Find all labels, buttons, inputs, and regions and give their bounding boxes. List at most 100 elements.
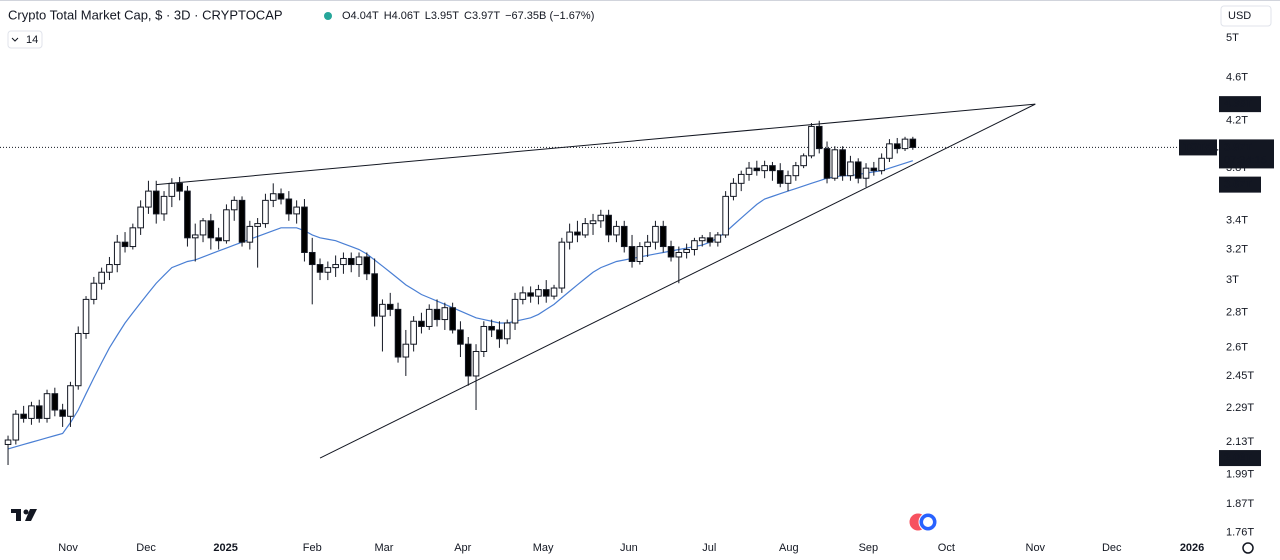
candle-body bbox=[98, 271, 105, 284]
indicators-toggle[interactable] bbox=[7, 30, 43, 49]
candle-body bbox=[558, 241, 566, 289]
candle-body bbox=[402, 343, 410, 358]
y-tick-label: 3T bbox=[1226, 274, 1239, 286]
x-tick-label: Jun bbox=[620, 542, 638, 554]
candle-body bbox=[581, 223, 589, 236]
candle-body bbox=[262, 199, 269, 225]
candle-body bbox=[605, 214, 612, 236]
candle-body bbox=[644, 241, 651, 248]
candle-body bbox=[316, 264, 324, 273]
candle-body bbox=[620, 225, 628, 248]
y-tick-label: 1.76T bbox=[1226, 526, 1254, 538]
settings-icon[interactable] bbox=[1242, 542, 1254, 554]
candle-body bbox=[815, 125, 823, 150]
candle-body bbox=[137, 206, 144, 229]
candle-body bbox=[675, 251, 683, 258]
candle-body bbox=[121, 241, 129, 248]
candle-body bbox=[464, 343, 472, 377]
x-tick-label: Sep bbox=[859, 542, 879, 554]
logo-part bbox=[25, 509, 37, 521]
price-label: 2.06T bbox=[1224, 452, 1252, 464]
candle-body bbox=[67, 385, 74, 417]
ohlc-value: O4.04T bbox=[342, 10, 379, 22]
candle-body bbox=[480, 325, 488, 352]
candle-body bbox=[199, 220, 207, 236]
x-tick-label: Feb bbox=[303, 542, 322, 554]
event-icon[interactable] bbox=[908, 512, 938, 532]
candle-body bbox=[457, 329, 464, 345]
x-tick-label: Dec bbox=[1102, 542, 1122, 554]
price-label-box bbox=[1219, 96, 1261, 113]
candle-body bbox=[324, 267, 332, 273]
candle-body bbox=[597, 214, 605, 222]
candle-body bbox=[776, 170, 784, 184]
candle-body bbox=[862, 167, 870, 179]
candle-body bbox=[535, 289, 542, 297]
currency-label: USD bbox=[1228, 10, 1251, 22]
candle-body bbox=[878, 157, 885, 172]
candle-body bbox=[909, 138, 917, 148]
y-tick-label: 4.6T bbox=[1226, 72, 1248, 84]
x-tick-label: Aug bbox=[779, 542, 799, 554]
candle-body bbox=[28, 405, 35, 419]
candle-body bbox=[238, 199, 246, 243]
y-tick-label: 1.99T bbox=[1226, 468, 1254, 480]
candle-body bbox=[12, 413, 20, 441]
countdown: 07:34:15 bbox=[1224, 154, 1267, 166]
x-tick-label: Oct bbox=[938, 542, 955, 554]
plot-layer bbox=[4, 103, 1036, 466]
candle-body bbox=[745, 167, 753, 175]
symbol-tag-box bbox=[1179, 139, 1217, 156]
candle-body bbox=[35, 405, 43, 419]
candle-body bbox=[59, 409, 66, 417]
x-tick-label: May bbox=[533, 542, 554, 554]
x-tick-label: Nov bbox=[58, 542, 78, 554]
x-tick-label: Dec bbox=[136, 542, 156, 554]
x-tick-label: 2025 bbox=[213, 542, 237, 554]
candle-body bbox=[792, 165, 800, 177]
candle-body bbox=[737, 173, 745, 184]
chevron bbox=[11, 37, 19, 42]
status-dot bbox=[324, 12, 332, 20]
candle-body bbox=[761, 165, 768, 172]
candle-body bbox=[589, 220, 597, 225]
candle-body bbox=[784, 175, 792, 184]
candle-body bbox=[519, 292, 527, 300]
candle-body bbox=[129, 227, 137, 248]
candle-body bbox=[176, 182, 183, 192]
x-tick-label: Mar bbox=[375, 542, 394, 554]
candle-body bbox=[285, 198, 293, 215]
candle-body bbox=[20, 413, 27, 419]
candle-body bbox=[223, 209, 230, 242]
currency-button[interactable] bbox=[1220, 5, 1272, 27]
candle-body bbox=[82, 298, 90, 334]
candle-body bbox=[854, 161, 862, 179]
y-tick-label: 2.6T bbox=[1226, 342, 1248, 354]
candle-body bbox=[823, 148, 831, 179]
y-tick-label: 3.2T bbox=[1226, 243, 1248, 255]
candle-body bbox=[254, 223, 261, 227]
candle-body bbox=[886, 143, 893, 159]
candle-body bbox=[340, 257, 347, 266]
candle-body bbox=[753, 167, 761, 172]
trend-line bbox=[319, 103, 1036, 459]
candle-body bbox=[683, 249, 690, 253]
candle-body bbox=[433, 308, 441, 321]
price-label-box bbox=[1219, 450, 1261, 467]
candle-body bbox=[441, 307, 449, 321]
candle-body bbox=[839, 149, 846, 177]
candle-body bbox=[363, 256, 371, 275]
candle-body bbox=[730, 182, 737, 197]
symbol-tag: TOTAL bbox=[1183, 141, 1219, 153]
ohlc-value: H4.06T bbox=[384, 10, 420, 22]
y-tick-label: 2.13T bbox=[1226, 436, 1254, 448]
logo-part bbox=[23, 509, 29, 515]
candle-body bbox=[831, 149, 839, 179]
candle-body bbox=[496, 329, 503, 340]
candle-body bbox=[106, 264, 113, 273]
candle-body bbox=[371, 273, 378, 317]
moving-average bbox=[7, 160, 914, 450]
candle-body bbox=[51, 393, 59, 411]
x-tick-label: 2026 bbox=[1180, 542, 1204, 554]
